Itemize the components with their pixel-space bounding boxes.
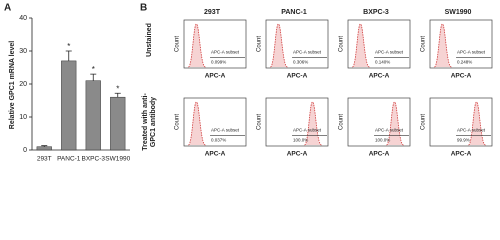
- gate-label: APC-A subset: [457, 128, 486, 133]
- gate-label: APC-A subset: [211, 128, 240, 133]
- histogram-curve: [434, 23, 452, 68]
- x-tick-label: PANC-1: [57, 156, 81, 163]
- plot-frame: [183, 19, 247, 69]
- x-axis-label: APC-A: [287, 151, 308, 158]
- x-axis-label: APC-A: [451, 151, 472, 158]
- x-axis-label: APC-A: [205, 151, 226, 158]
- y-tick-label: 40: [19, 15, 27, 22]
- bar: [85, 80, 101, 151]
- panel-label: B: [140, 3, 147, 14]
- y-axis-label: Count: [421, 36, 427, 52]
- y-tick-label: 10: [19, 114, 27, 121]
- y-tick-label: 0: [23, 147, 27, 154]
- panel-label: A: [4, 3, 11, 14]
- row-label: Unstained: [146, 23, 153, 57]
- plot-frame: [265, 19, 329, 69]
- y-axis-label: Count: [421, 114, 427, 130]
- gate-value: 100.0%: [293, 138, 308, 143]
- row-label: Treated with anti-GPC1 antibody: [142, 93, 157, 151]
- histogram-curve: [352, 23, 370, 68]
- plot-frame: [183, 97, 247, 147]
- y-tick-label: 20: [19, 81, 27, 88]
- x-axis-label: APC-A: [369, 151, 390, 158]
- bar: [110, 96, 126, 151]
- gate-value: 0.037%: [211, 138, 226, 143]
- histogram-curve: [468, 101, 486, 146]
- bar: [61, 60, 77, 151]
- gate-value: 99.9%: [457, 138, 470, 143]
- column-title: PANC-1: [281, 9, 307, 16]
- error-bar: [41, 145, 48, 147]
- gate-label: APC-A subset: [211, 50, 240, 55]
- gate-value: 0.099%: [211, 60, 226, 65]
- column-title: 293T: [204, 9, 221, 16]
- plot-frame: [265, 97, 329, 147]
- histogram-curve: [188, 23, 206, 68]
- gate-label: APC-A subset: [293, 128, 322, 133]
- significance-mark: *: [92, 65, 95, 74]
- significance-mark: *: [116, 84, 119, 93]
- y-axis-label: Count: [257, 114, 263, 130]
- x-axis-label: APC-A: [287, 73, 308, 80]
- histogram-curve: [386, 101, 404, 146]
- gate-label: APC-A subset: [375, 50, 404, 55]
- error-bar: [114, 92, 121, 98]
- plot-frame: [347, 19, 411, 69]
- histogram-curve: [270, 23, 288, 68]
- error-bar: [65, 50, 72, 61]
- y-axis-label: Count: [339, 114, 345, 130]
- histogram-curve: [304, 101, 322, 146]
- x-axis-label: APC-A: [205, 73, 226, 80]
- x-tick-label: 293T: [37, 156, 52, 163]
- column-title: SW1990: [445, 9, 472, 16]
- x-axis-label: APC-A: [451, 73, 472, 80]
- plot-frame: [347, 97, 411, 147]
- x-tick-label: SW1990: [105, 156, 130, 163]
- significance-mark: *: [67, 42, 70, 51]
- x-axis-label: APC-A: [369, 73, 390, 80]
- x-tick-label: BXPC-3: [82, 156, 106, 163]
- gate-value: 0.140%: [375, 60, 390, 65]
- y-axis-label: Count: [175, 36, 181, 52]
- gate-value: 0.306%: [293, 60, 308, 65]
- gate-value: 0.248%: [457, 60, 472, 65]
- y-axis-label: Count: [257, 36, 263, 52]
- column-title: BXPC-3: [363, 9, 389, 16]
- y-axis-label: Relative GPC1 mRNA level: [9, 41, 16, 129]
- bar: [36, 146, 52, 151]
- gate-value: 100.0%: [375, 138, 390, 143]
- gate-label: APC-A subset: [293, 50, 322, 55]
- histogram-curve: [188, 101, 206, 146]
- y-tick-label: 30: [19, 48, 27, 55]
- y-axis-label: Count: [175, 114, 181, 130]
- gate-label: APC-A subset: [457, 50, 486, 55]
- plot-frame: [429, 19, 493, 69]
- plot-frame: [429, 97, 493, 147]
- figure: A B Relative GPC1 mRNA level 0 10 20 30 40 29…: [4, 2, 493, 163]
- gate-label: APC-A subset: [375, 128, 404, 133]
- figure-canvas: A B Relative GPC1 mRNA level 0 10 20 30 40 29…: [4, 3, 493, 163]
- y-axis-label: Count: [339, 36, 345, 52]
- error-bar: [90, 73, 97, 81]
